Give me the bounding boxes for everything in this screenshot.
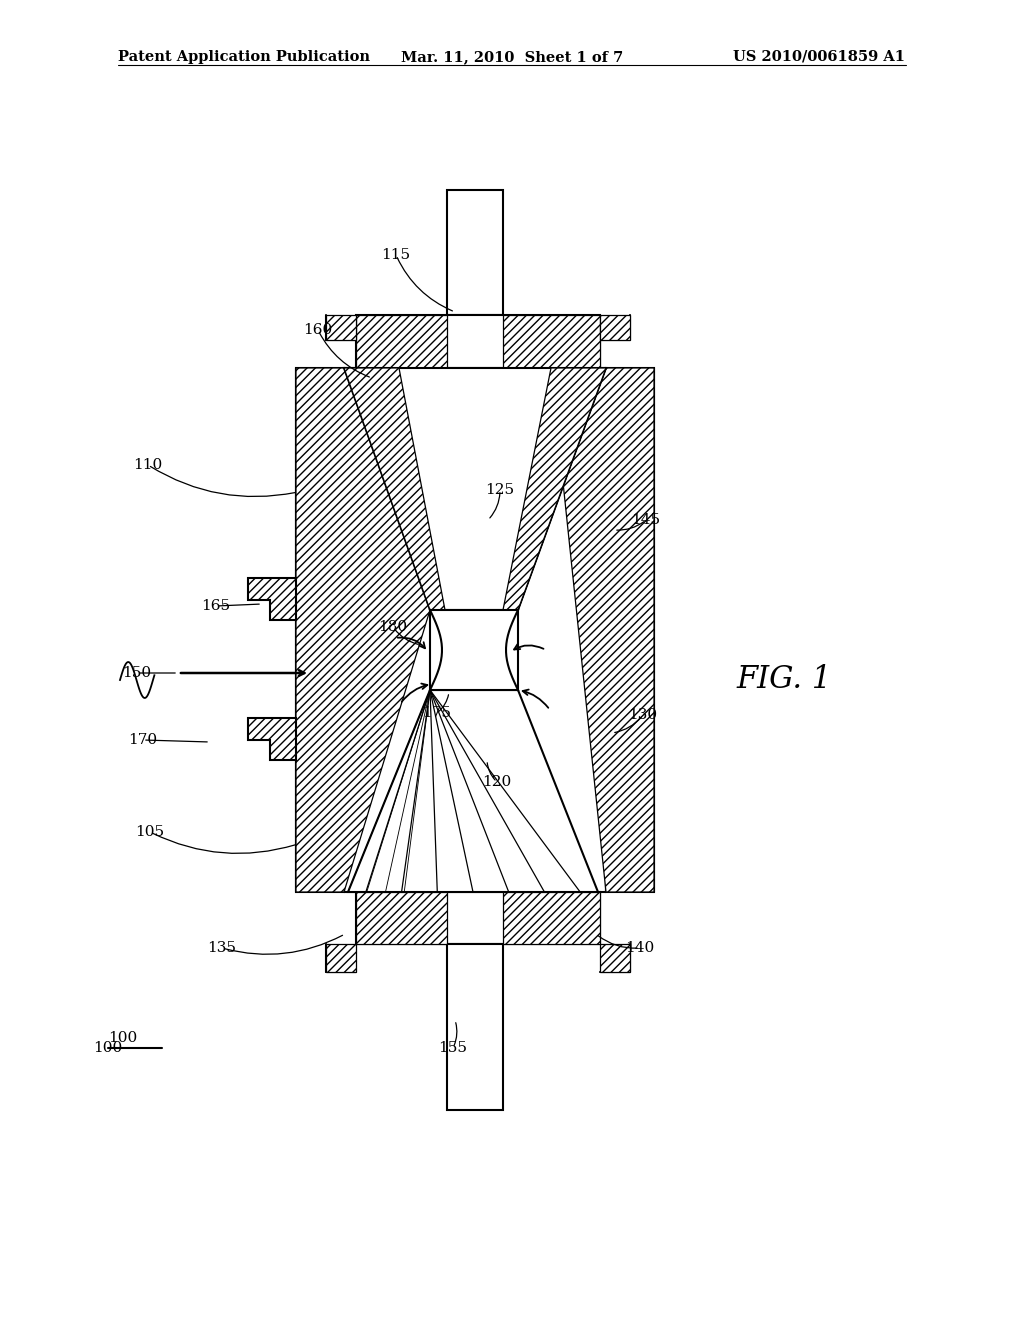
Polygon shape	[447, 944, 503, 1110]
Text: 155: 155	[438, 1041, 468, 1055]
Polygon shape	[356, 892, 600, 944]
Text: 150: 150	[123, 667, 152, 680]
Polygon shape	[430, 610, 518, 690]
Polygon shape	[503, 892, 600, 944]
Text: 180: 180	[379, 620, 408, 634]
Polygon shape	[248, 578, 296, 620]
Text: 160: 160	[303, 323, 333, 337]
Text: 100: 100	[108, 1031, 137, 1045]
Polygon shape	[344, 368, 606, 610]
Text: 100: 100	[93, 1041, 123, 1055]
Polygon shape	[344, 368, 445, 610]
Text: FIG. 1: FIG. 1	[736, 664, 831, 696]
Polygon shape	[356, 315, 447, 368]
Polygon shape	[348, 690, 598, 892]
Text: 135: 135	[208, 941, 237, 954]
Polygon shape	[356, 892, 447, 944]
Polygon shape	[503, 368, 606, 610]
Polygon shape	[518, 368, 654, 892]
Text: 145: 145	[632, 513, 660, 527]
Polygon shape	[600, 315, 630, 341]
Text: US 2010/0061859 A1: US 2010/0061859 A1	[733, 50, 905, 63]
Polygon shape	[326, 944, 356, 972]
Text: 125: 125	[485, 483, 515, 498]
Text: Patent Application Publication: Patent Application Publication	[118, 50, 370, 63]
Text: 165: 165	[202, 599, 230, 612]
Text: 115: 115	[381, 248, 411, 261]
Polygon shape	[606, 368, 654, 892]
Polygon shape	[296, 368, 430, 892]
Polygon shape	[356, 315, 600, 368]
Text: 170: 170	[128, 733, 158, 747]
Polygon shape	[296, 368, 344, 892]
Text: Mar. 11, 2010  Sheet 1 of 7: Mar. 11, 2010 Sheet 1 of 7	[400, 50, 624, 63]
Text: 175: 175	[423, 706, 452, 719]
Text: 140: 140	[626, 941, 654, 954]
Polygon shape	[447, 190, 503, 315]
Polygon shape	[248, 718, 296, 760]
Text: 130: 130	[629, 708, 657, 722]
Text: 110: 110	[133, 458, 163, 473]
Text: 120: 120	[482, 775, 512, 789]
Polygon shape	[326, 315, 356, 341]
Polygon shape	[600, 944, 630, 972]
Polygon shape	[503, 315, 600, 368]
Text: 105: 105	[135, 825, 165, 840]
